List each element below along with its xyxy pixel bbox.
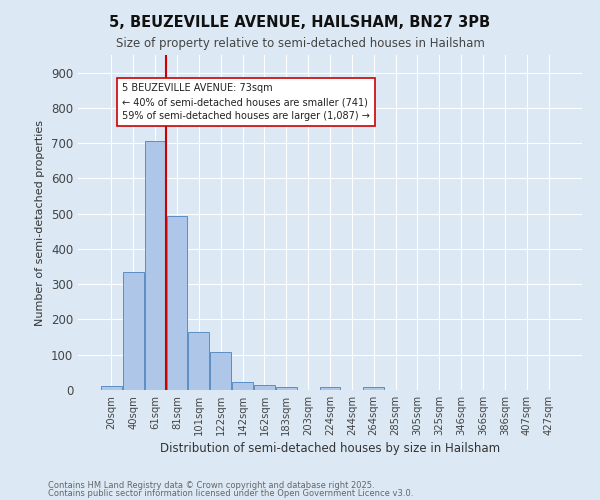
Bar bbox=[145, 141, 166, 390]
Text: 5 BEUZEVILLE AVENUE: 73sqm
← 40% of semi-detached houses are smaller (741)
59% o: 5 BEUZEVILLE AVENUE: 73sqm ← 40% of semi… bbox=[122, 83, 370, 121]
Bar bbox=[167, 216, 187, 390]
Bar bbox=[232, 382, 253, 390]
Bar bbox=[254, 385, 275, 390]
Text: 5, BEUZEVILLE AVENUE, HAILSHAM, BN27 3PB: 5, BEUZEVILLE AVENUE, HAILSHAM, BN27 3PB bbox=[109, 15, 491, 30]
Bar bbox=[210, 352, 231, 390]
Bar bbox=[101, 386, 122, 390]
Text: Size of property relative to semi-detached houses in Hailsham: Size of property relative to semi-detach… bbox=[116, 38, 484, 51]
Text: Contains HM Land Registry data © Crown copyright and database right 2025.: Contains HM Land Registry data © Crown c… bbox=[48, 480, 374, 490]
Bar bbox=[276, 387, 296, 390]
Text: Contains public sector information licensed under the Open Government Licence v3: Contains public sector information licen… bbox=[48, 489, 413, 498]
Bar bbox=[320, 387, 340, 390]
Bar bbox=[364, 387, 384, 390]
Bar bbox=[123, 272, 143, 390]
Bar bbox=[188, 332, 209, 390]
X-axis label: Distribution of semi-detached houses by size in Hailsham: Distribution of semi-detached houses by … bbox=[160, 442, 500, 455]
Y-axis label: Number of semi-detached properties: Number of semi-detached properties bbox=[35, 120, 46, 326]
